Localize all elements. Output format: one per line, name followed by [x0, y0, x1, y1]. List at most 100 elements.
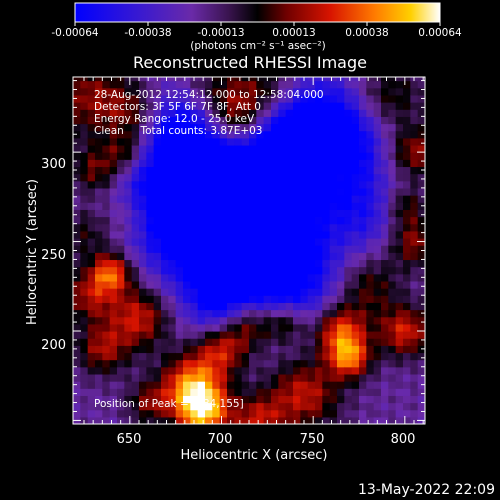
heatmap-cell	[109, 116, 118, 125]
heatmap-cell	[95, 330, 103, 339]
heatmap-cell	[285, 381, 294, 389]
heatmap-cell	[161, 416, 169, 424]
heatmap-cell	[197, 273, 206, 282]
heatmap-cell	[95, 259, 103, 268]
heatmap-cell	[285, 109, 294, 117]
heatmap-cell	[329, 252, 338, 261]
heatmap-cell	[146, 187, 155, 196]
heatmap-cell	[205, 144, 213, 153]
heatmap-cell	[256, 273, 265, 282]
heatmap-cell	[329, 273, 338, 282]
heatmap-cell	[80, 280, 89, 289]
heatmap-cell	[285, 373, 294, 382]
heatmap-cell	[366, 180, 375, 189]
heatmap-cell	[366, 130, 375, 139]
colorbar-tick-label-3: 0.00013	[272, 27, 315, 39]
heatmap-cell	[197, 130, 206, 139]
heatmap-cell	[307, 359, 316, 368]
heatmap-cell	[278, 259, 287, 268]
annotation-energy-range: Energy Range: 12.0 - 25.0 keV	[94, 113, 255, 125]
heatmap-cell	[153, 94, 162, 103]
heatmap-cell	[131, 130, 140, 139]
heatmap-cell	[373, 123, 382, 132]
heatmap-cell	[73, 402, 81, 411]
heatmap-cell	[73, 373, 81, 382]
heatmap-cell	[73, 338, 81, 346]
heatmap-cell	[124, 373, 133, 382]
heatmap-cell	[102, 187, 111, 196]
heatmap-cell	[366, 316, 375, 325]
heatmap-cell	[241, 395, 250, 404]
heatmap-cell	[337, 223, 345, 232]
heatmap-cell	[388, 109, 397, 117]
heatmap-cell	[161, 373, 169, 382]
heatmap-cell	[322, 402, 331, 411]
heatmap-cell	[337, 402, 345, 411]
heatmap-cell	[271, 202, 279, 210]
heatmap-cell	[307, 152, 316, 160]
heatmap-cell	[256, 223, 265, 232]
heatmap-cell	[381, 80, 389, 89]
heatmap-cell	[234, 137, 243, 146]
heatmap-cell	[271, 195, 279, 203]
heatmap-cell	[337, 338, 345, 346]
heatmap-cell	[168, 195, 177, 203]
heatmap-cell	[285, 123, 294, 132]
heatmap-cell	[117, 144, 125, 153]
heatmap-cell	[197, 288, 206, 296]
heatmap-cell	[131, 359, 140, 368]
heatmap-cell	[417, 87, 425, 96]
heatmap-cell	[80, 359, 89, 368]
heatmap-cell	[293, 87, 301, 96]
heatmap-cell	[153, 237, 162, 246]
heatmap-cell	[271, 302, 279, 311]
heatmap-cell	[168, 366, 177, 375]
heatmap-cell	[249, 187, 257, 196]
heatmap-cell	[410, 237, 419, 246]
heatmap-cell	[373, 316, 382, 325]
heatmap-cell	[337, 373, 345, 382]
heatmap-cell	[285, 330, 294, 339]
heatmap-cell	[205, 416, 213, 424]
heatmap-cell	[366, 323, 375, 332]
heatmap-cell	[197, 166, 206, 175]
heatmap-cell	[139, 237, 147, 246]
heatmap-cell	[146, 280, 155, 289]
heatmap-cell	[329, 209, 338, 218]
heatmap-cell	[249, 137, 257, 146]
heatmap-cell	[263, 166, 272, 175]
heatmap-cell	[337, 87, 345, 96]
heatmap-cell	[139, 230, 147, 239]
heatmap-cell	[322, 77, 331, 82]
heatmap-cell	[410, 388, 419, 396]
heatmap-cell	[351, 87, 360, 96]
heatmap-cell	[278, 187, 287, 196]
heatmap-cell	[212, 416, 221, 424]
heatmap-cell	[219, 409, 228, 418]
heatmap-cell	[205, 166, 213, 175]
heatmap-cell	[205, 373, 213, 382]
heatmap-cell	[381, 338, 389, 346]
heatmap-cell	[388, 230, 397, 239]
heatmap-cell	[278, 109, 287, 117]
heatmap-cell	[146, 109, 155, 117]
heatmap-cell	[175, 280, 184, 289]
heatmap-cell	[344, 159, 353, 168]
heatmap-cell	[95, 345, 103, 354]
heatmap-cell	[109, 366, 118, 375]
heatmap-cell	[388, 216, 397, 225]
heatmap-cell	[337, 395, 345, 404]
heatmap-cell	[395, 77, 404, 82]
heatmap-cell	[146, 352, 155, 361]
heatmap-cell	[329, 338, 338, 346]
heatmap-cell	[337, 166, 345, 175]
heatmap-cell	[124, 137, 133, 146]
heatmap-cell	[102, 173, 111, 182]
heatmap-cell	[205, 288, 213, 296]
heatmap-cell	[285, 130, 294, 139]
heatmap-cell	[315, 209, 323, 218]
heatmap-cell	[322, 187, 331, 196]
heatmap-cell	[329, 359, 338, 368]
heatmap-cell	[139, 144, 147, 153]
heatmap-cell	[153, 338, 162, 346]
